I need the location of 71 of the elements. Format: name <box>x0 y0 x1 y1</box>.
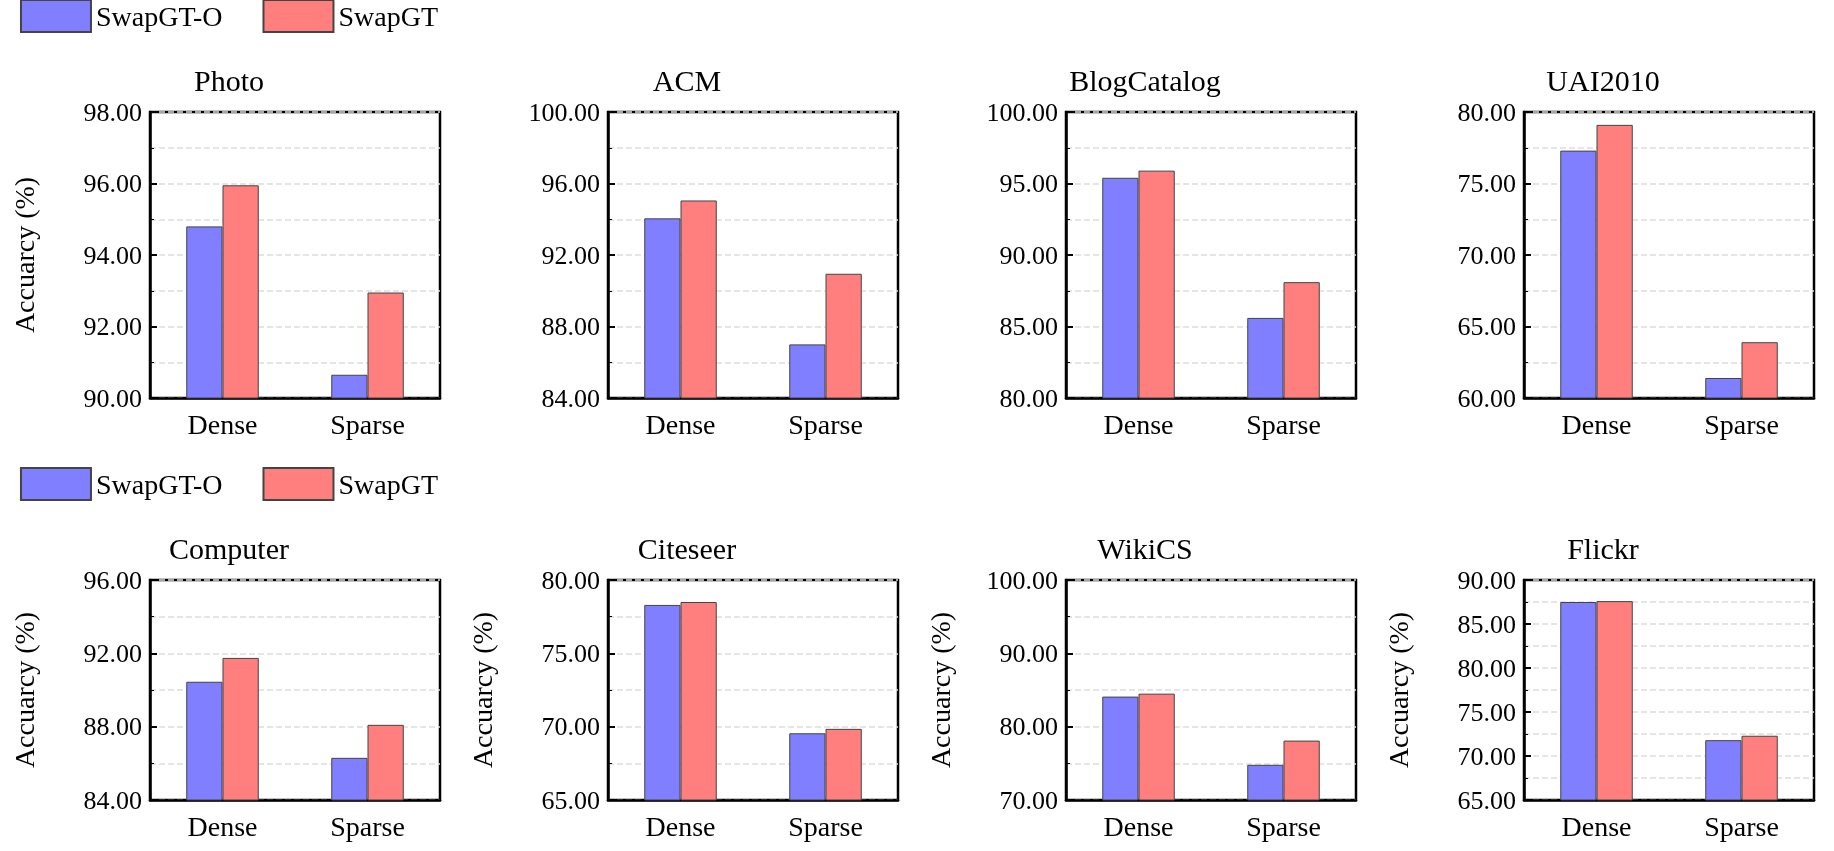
chart-title: BlogCatalog <box>1069 63 1221 97</box>
y-tick-label: 84.00 <box>541 383 600 413</box>
y-tick-label: 75.00 <box>1457 697 1516 727</box>
y-tick-label: 70.00 <box>1457 741 1516 771</box>
y-axis-title: Accuarcy (%) <box>8 176 40 334</box>
y-tick-label: 80.00 <box>999 383 1058 413</box>
y-tick-label: 85.00 <box>999 312 1058 341</box>
legend-label: SwapGT-O <box>95 0 223 32</box>
y-tick-label: 90.00 <box>999 638 1058 668</box>
x-tick-label: Sparse <box>330 810 405 842</box>
x-tick-label: Dense <box>1103 408 1174 440</box>
y-tick-label: 100.00 <box>986 97 1058 127</box>
y-tick-label: 75.00 <box>541 638 600 668</box>
y-tick-label: 95.00 <box>999 169 1058 198</box>
y-tick-label: 90.00 <box>999 240 1058 270</box>
legend-label: SwapGT-O <box>95 468 223 500</box>
x-tick-label: Sparse <box>788 810 863 842</box>
y-tick-label: 80.00 <box>541 565 600 595</box>
x-tick-label: Sparse <box>788 408 863 440</box>
chart-title: WikiCS <box>1097 531 1193 565</box>
x-tick-label: Dense <box>1561 810 1632 842</box>
y-tick-label: 70.00 <box>541 712 600 742</box>
x-tick-label: Dense <box>1103 810 1174 842</box>
x-tick-label: Dense <box>187 810 258 842</box>
y-tick-label: 65.00 <box>541 785 600 815</box>
y-tick-label: 92.00 <box>83 312 142 341</box>
y-tick-label: 80.00 <box>1457 653 1516 683</box>
legend-label: SwapGT <box>338 0 439 32</box>
y-axis-title: Accuarcy (%) <box>924 611 956 769</box>
y-axis-title: Accuarcy (%) <box>466 611 498 769</box>
y-tick-label: 96.00 <box>83 565 142 595</box>
y-tick-label: 70.00 <box>999 785 1058 815</box>
y-tick-label: 85.00 <box>1457 609 1516 639</box>
y-tick-label: 80.00 <box>999 712 1058 742</box>
y-tick-label: 96.00 <box>83 169 142 198</box>
chart-title: UAI2010 <box>1546 63 1660 97</box>
y-tick-label: 70.00 <box>1457 240 1516 270</box>
chart-title: Citeseer <box>637 531 737 565</box>
chart-title: Photo <box>193 63 265 97</box>
x-tick-label: Dense <box>645 810 716 842</box>
chart-title: ACM <box>652 63 722 97</box>
y-tick-label: 100.00 <box>986 565 1058 595</box>
y-tick-label: 88.00 <box>541 312 600 341</box>
y-tick-label: 94.00 <box>83 240 142 270</box>
y-tick-label: 90.00 <box>1457 565 1516 595</box>
y-tick-label: 92.00 <box>541 240 600 270</box>
x-tick-label: Sparse <box>1246 810 1321 842</box>
x-tick-label: Sparse <box>1704 408 1779 440</box>
y-tick-label: 80.00 <box>1457 97 1516 127</box>
x-tick-label: Sparse <box>1704 810 1779 842</box>
y-tick-label: 96.00 <box>541 169 600 198</box>
x-tick-label: Dense <box>645 408 716 440</box>
x-tick-label: Sparse <box>330 408 405 440</box>
y-tick-label: 100.00 <box>528 97 600 127</box>
y-tick-label: 60.00 <box>1457 383 1516 413</box>
chart-title: Computer <box>169 531 289 565</box>
x-tick-label: Sparse <box>1246 408 1321 440</box>
y-axis-title: Accuarcy (%) <box>8 611 40 769</box>
y-tick-label: 65.00 <box>1457 785 1516 815</box>
chart-title: Flickr <box>1567 531 1639 565</box>
y-axis-title: Accuarcy (%) <box>1382 611 1414 769</box>
x-tick-label: Dense <box>1561 408 1632 440</box>
y-tick-label: 88.00 <box>83 712 142 742</box>
legend-label: SwapGT <box>338 468 439 500</box>
y-tick-label: 84.00 <box>83 785 142 815</box>
y-tick-label: 98.00 <box>83 97 142 127</box>
y-tick-label: 90.00 <box>83 383 142 413</box>
y-tick-label: 75.00 <box>1457 169 1516 198</box>
x-tick-label: Dense <box>187 408 258 440</box>
y-tick-label: 65.00 <box>1457 312 1516 341</box>
y-tick-label: 92.00 <box>83 638 142 668</box>
